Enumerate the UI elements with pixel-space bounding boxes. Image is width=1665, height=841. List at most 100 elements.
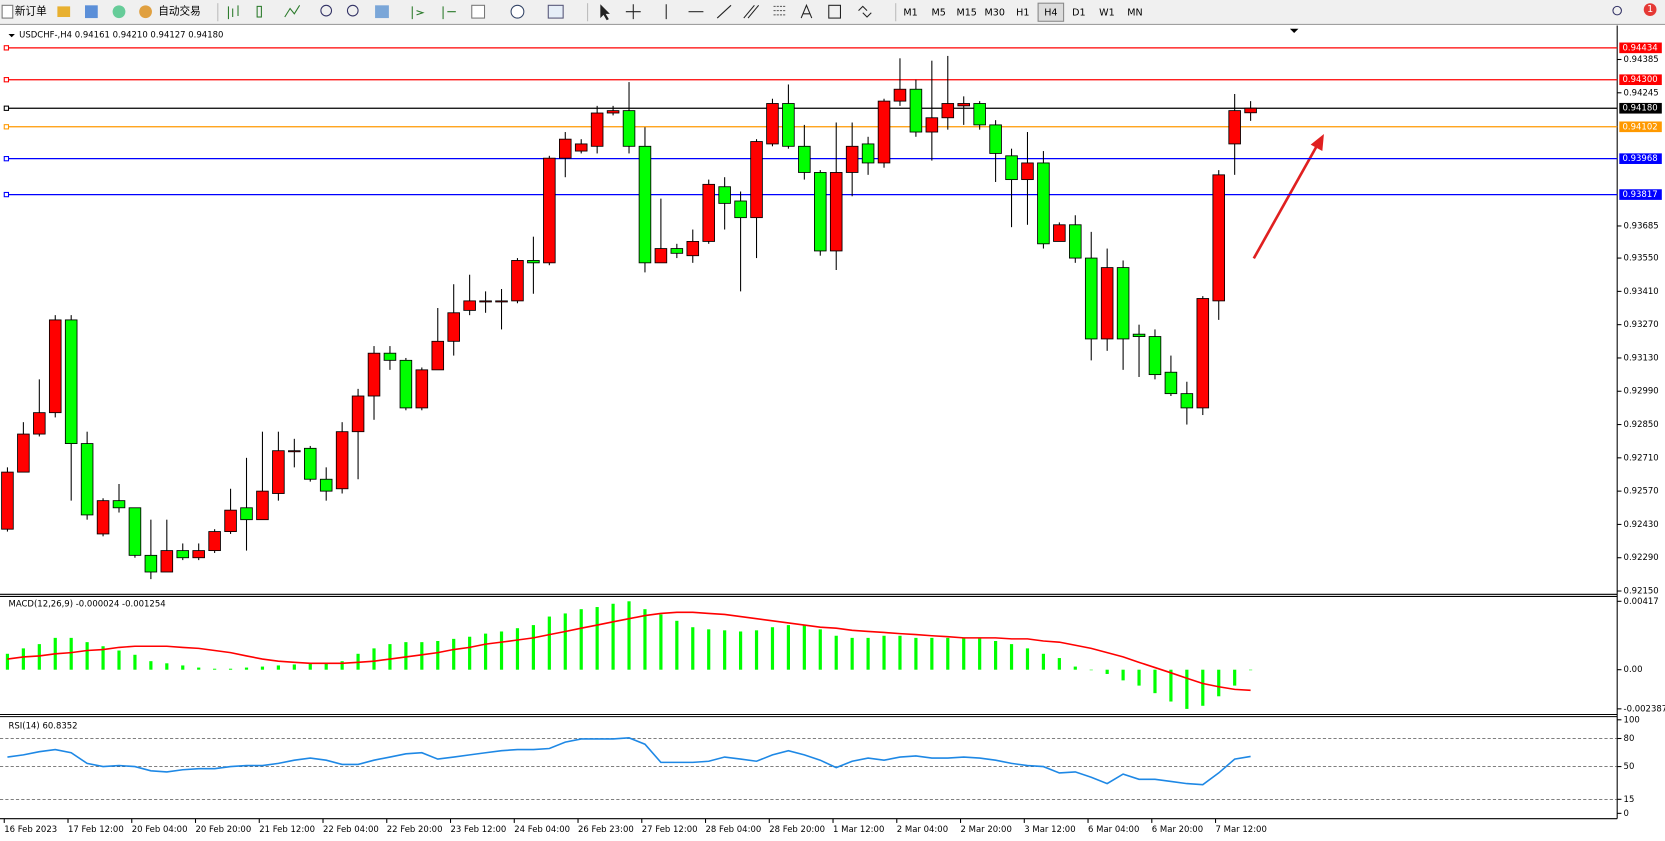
timeframe-label[interactable]: W1 bbox=[1099, 7, 1115, 18]
histogram-bar bbox=[149, 661, 153, 670]
timeframe-label[interactable]: MN bbox=[1127, 7, 1142, 18]
candle-body bbox=[1148, 336, 1162, 376]
y-tick-label: 100 bbox=[1624, 715, 1640, 725]
candle-body bbox=[48, 319, 62, 414]
toolbar-icon[interactable] bbox=[112, 5, 126, 19]
histogram-bar bbox=[404, 642, 408, 670]
templates[interactable] bbox=[547, 4, 564, 19]
candle-body bbox=[319, 478, 333, 492]
crosshair-tool[interactable] bbox=[625, 4, 641, 20]
candle-icon[interactable] bbox=[256, 5, 262, 18]
fibo-tool[interactable] bbox=[773, 5, 787, 16]
new-order-button[interactable]: 新订单 bbox=[15, 5, 47, 18]
zoom-out[interactable] bbox=[346, 4, 359, 17]
timeframe-label[interactable]: M30 bbox=[985, 7, 1005, 18]
candle-body bbox=[1196, 298, 1210, 409]
label-tool[interactable] bbox=[828, 4, 842, 19]
histogram-bar bbox=[834, 635, 838, 670]
candle-body bbox=[957, 103, 970, 107]
timeframe-label[interactable]: M5 bbox=[931, 7, 945, 18]
histogram-bar bbox=[1057, 658, 1061, 670]
cursor-tool[interactable] bbox=[600, 4, 610, 21]
candle-body bbox=[64, 319, 78, 444]
indicators[interactable] bbox=[471, 4, 486, 19]
histogram-bar bbox=[1073, 666, 1077, 670]
candle-body bbox=[1180, 393, 1194, 409]
candle-body bbox=[144, 554, 158, 573]
notification-count: 1 bbox=[1647, 4, 1653, 15]
candle-body bbox=[638, 145, 652, 264]
auto-trade-icon[interactable] bbox=[139, 5, 152, 19]
candle-body bbox=[447, 312, 460, 342]
trendline-tool[interactable] bbox=[716, 4, 732, 19]
arrows-tool[interactable] bbox=[858, 5, 872, 18]
level-handle bbox=[3, 77, 10, 83]
panel-title: RSI(14) 60.8352 bbox=[9, 722, 78, 732]
level-handle bbox=[3, 45, 10, 51]
bar-chart-icon[interactable] bbox=[227, 5, 239, 20]
y-tick-label: -0.002387 bbox=[1624, 704, 1665, 714]
histogram-bar bbox=[563, 613, 567, 670]
x-tick-label: 1 Mar 12:00 bbox=[833, 825, 884, 835]
candle-body bbox=[160, 550, 174, 573]
histogram-bar bbox=[962, 637, 966, 670]
timeframe-label[interactable]: H1 bbox=[1016, 7, 1029, 18]
histogram-bar bbox=[499, 631, 504, 670]
autoscroll[interactable] bbox=[411, 6, 425, 20]
zoom-in[interactable] bbox=[320, 4, 333, 17]
candle-body bbox=[877, 100, 891, 164]
x-tick-label: 27 Feb 12:00 bbox=[642, 825, 698, 835]
y-tick-label: 0.92290 bbox=[1624, 553, 1659, 563]
auto-trade-button[interactable]: 自动交易 bbox=[158, 5, 200, 18]
histogram-bar bbox=[738, 631, 743, 670]
histogram-bar bbox=[388, 644, 392, 670]
arrow-annotation bbox=[1252, 133, 1324, 260]
y-tick-label: 0.92710 bbox=[1624, 453, 1659, 463]
x-tick-label: 20 Feb 04:00 bbox=[132, 825, 188, 835]
histogram-bar bbox=[579, 609, 583, 670]
new-order-icon[interactable] bbox=[1, 4, 14, 19]
tile-windows[interactable] bbox=[375, 5, 389, 19]
candle-body bbox=[973, 103, 986, 126]
periods[interactable] bbox=[510, 4, 525, 19]
histogram-bar bbox=[850, 637, 854, 670]
search[interactable] bbox=[1612, 5, 1622, 16]
histogram-bar bbox=[133, 654, 137, 670]
histogram-bar bbox=[595, 607, 599, 670]
candle-body bbox=[112, 500, 126, 509]
candle-body bbox=[1021, 162, 1034, 181]
notification-badge[interactable] bbox=[1643, 3, 1657, 16]
y-tick-label: 0.93685 bbox=[1624, 221, 1659, 231]
histogram-bar bbox=[101, 646, 105, 670]
toolbar-icon[interactable] bbox=[85, 5, 98, 19]
histogram-bar bbox=[770, 627, 775, 670]
chart-type-icons[interactable] bbox=[227, 5, 301, 20]
histogram-bar bbox=[436, 640, 440, 670]
level-handle bbox=[3, 156, 10, 162]
candle-body bbox=[96, 500, 110, 535]
timeframe-label[interactable]: H4 bbox=[1044, 7, 1057, 18]
histogram-bar bbox=[515, 628, 520, 670]
level-label: 0.94434 bbox=[1622, 43, 1657, 53]
timeframe-label[interactable]: M1 bbox=[903, 7, 917, 18]
histogram-bar bbox=[994, 640, 998, 670]
text-tool[interactable] bbox=[800, 3, 813, 19]
histogram-bar bbox=[308, 663, 312, 670]
timeframe-label[interactable]: M15 bbox=[957, 7, 977, 18]
x-tick-label: 3 Mar 12:00 bbox=[1024, 825, 1075, 835]
histogram-bar bbox=[1089, 669, 1093, 671]
chart-shift[interactable] bbox=[442, 6, 456, 20]
x-tick-label: 16 Feb 2023 bbox=[4, 825, 57, 835]
level-label-box bbox=[1619, 121, 1662, 133]
toolbar-icon[interactable] bbox=[57, 6, 71, 18]
timeframe-label[interactable]: D1 bbox=[1072, 7, 1085, 18]
candle-body bbox=[909, 88, 923, 133]
candle-body bbox=[814, 172, 827, 252]
candle-body bbox=[718, 186, 731, 204]
histogram-bar bbox=[786, 625, 790, 670]
candle-body bbox=[224, 509, 237, 532]
channel-tool[interactable] bbox=[743, 4, 760, 19]
timeframe-button[interactable] bbox=[1037, 2, 1065, 22]
line-chart-icon[interactable] bbox=[284, 5, 301, 18]
